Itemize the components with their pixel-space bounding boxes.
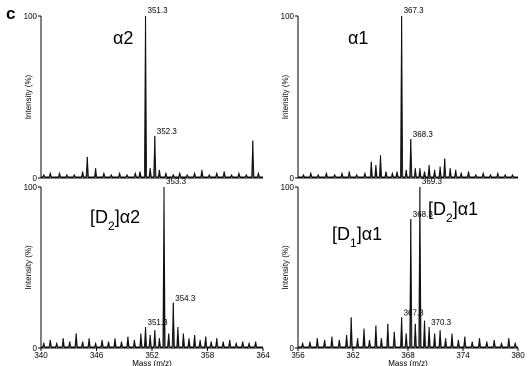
peak-label: 369.3 bbox=[422, 177, 443, 186]
peak-label: 353.3 bbox=[166, 177, 187, 186]
peak-label: 351.3 bbox=[148, 6, 169, 15]
peak-label: 367.3 bbox=[404, 6, 425, 15]
panel-title: [D1]α1 bbox=[332, 224, 382, 250]
peak-label: 370.3 bbox=[431, 318, 452, 327]
peak-label: 354.3 bbox=[175, 294, 196, 303]
peak-label: 352.3 bbox=[157, 127, 178, 136]
y-tick-label: 0 bbox=[33, 344, 38, 353]
y-tick-label: 100 bbox=[24, 183, 38, 192]
y-axis-label: Intensity (%) bbox=[281, 74, 290, 119]
panel-title-2: [D2]α1 bbox=[428, 199, 478, 225]
spectrum-trace bbox=[41, 15, 263, 178]
x-tick-label: 368 bbox=[401, 351, 415, 360]
x-tick-label: 380 bbox=[511, 351, 525, 360]
panel-letter: c bbox=[6, 4, 16, 23]
y-tick-label: 100 bbox=[24, 12, 38, 21]
y-tick-label: 0 bbox=[33, 174, 38, 183]
x-tick-label: 358 bbox=[201, 351, 215, 360]
x-axis-label: Mass (m/z) bbox=[132, 359, 172, 366]
x-tick-label: 374 bbox=[456, 351, 470, 360]
x-tick-label: 352 bbox=[145, 351, 159, 360]
y-tick-label: 0 bbox=[290, 344, 295, 353]
spectrum-panel-a2: 0 100 Intensity (%) 351.3 352.3 bbox=[24, 6, 263, 183]
x-tick-label: 340 bbox=[34, 351, 48, 360]
peak-label: 351.3 bbox=[148, 318, 169, 327]
y-tick-label: 100 bbox=[281, 183, 295, 192]
panel-title: [D2]α2 bbox=[90, 207, 140, 233]
peak-label: 367.3 bbox=[404, 308, 425, 317]
spectrum-trace bbox=[298, 15, 518, 178]
spectrum-panel-a1: 0 100 Intensity (%) 367.3 368.3 bbox=[281, 6, 518, 183]
peak-label: 368.3 bbox=[413, 210, 434, 219]
x-axis-label: Mass (m/z) bbox=[388, 359, 428, 366]
y-tick-label: 0 bbox=[290, 174, 295, 183]
x-tick-label: 362 bbox=[346, 351, 360, 360]
y-tick-label: 100 bbox=[281, 12, 295, 21]
y-axis-label: Intensity (%) bbox=[24, 245, 33, 290]
x-tick-label: 356 bbox=[291, 351, 305, 360]
spectrum-trace bbox=[298, 186, 518, 348]
y-axis-label: Intensity (%) bbox=[24, 74, 33, 119]
y-axis-label: Intensity (%) bbox=[281, 245, 290, 290]
x-tick-label: 346 bbox=[90, 351, 104, 360]
panel-title: α2 bbox=[113, 28, 133, 48]
x-tick-label: 364 bbox=[256, 351, 270, 360]
peak-label: 368.3 bbox=[413, 130, 434, 139]
panel-title: α1 bbox=[348, 28, 368, 48]
